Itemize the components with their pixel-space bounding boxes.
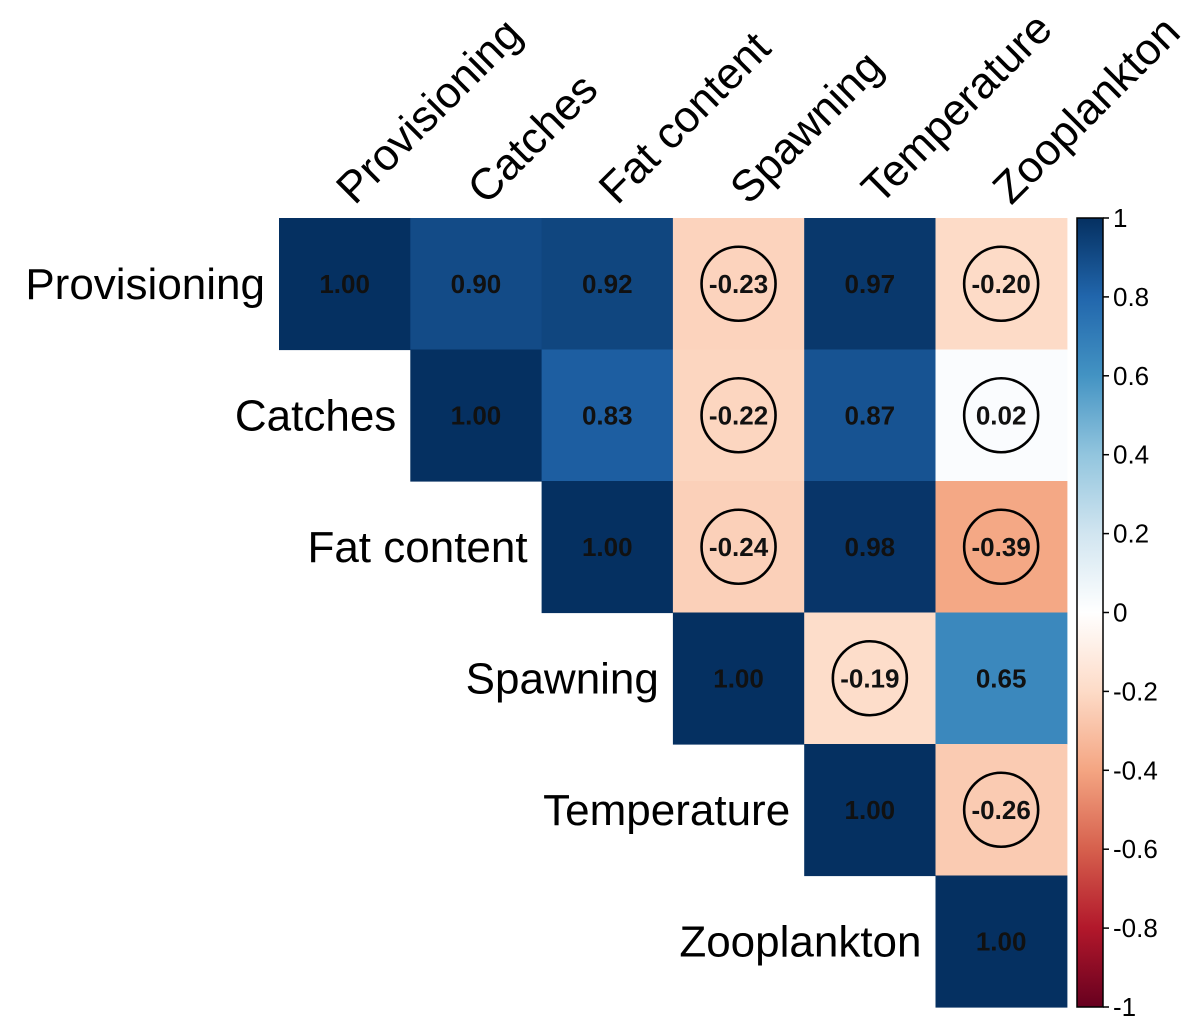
row-label-provisioning: Provisioning: [25, 260, 265, 309]
cell-spawning-spawning: [672, 612, 805, 745]
value-label-catches-temperature: 0.87: [845, 400, 896, 430]
cell-spawning-temperature: [804, 612, 937, 745]
row-label-zooplankton: Zooplankton: [679, 917, 921, 966]
value-label-catches-zooplankton: 0.02: [976, 400, 1027, 430]
value-label-provisioning-zooplankton: -0.20: [972, 269, 1031, 299]
cell-catches-temperature: [804, 349, 937, 482]
row-label-catches: Catches: [235, 391, 396, 440]
colorbar-gradient: [1076, 217, 1104, 1008]
colorbar-tick-label: -0.2: [1113, 676, 1158, 706]
value-label-fat-content-temperature: 0.98: [845, 532, 896, 562]
cell-fat-content-spawning: [672, 481, 805, 614]
colorbar: 1 0.8 0.6 0.4 0.2 0 -0.2 -0.4 -0.6 -0.8 -1: [1076, 203, 1158, 1022]
value-label-zooplankton-zooplankton: 1.00: [976, 926, 1027, 956]
cell-temperature-zooplankton: [935, 744, 1068, 877]
colorbar-tick-label: -0.8: [1113, 913, 1158, 943]
value-label-spawning-zooplankton: 0.65: [976, 663, 1027, 693]
colorbar-tick-label: 0.2: [1113, 519, 1149, 549]
value-label-catches-spawning: -0.22: [709, 400, 768, 430]
cell-temperature-temperature: [804, 744, 937, 877]
cell-catches-fat-content: [541, 349, 674, 482]
colorbar-tick-label: -1: [1113, 992, 1136, 1022]
cell-catches-spawning: [672, 349, 805, 482]
row-labels: Provisioning Catches Fat content Spawning Te…: [25, 260, 921, 967]
cell-provisioning-provisioning: [279, 218, 411, 351]
cell-provisioning-spawning: [672, 218, 805, 351]
colorbar-tick-label: -0.4: [1113, 755, 1158, 785]
circle-marker-fat-content-zooplankton: [962, 508, 1040, 586]
cell-provisioning-zooplankton: [935, 218, 1068, 351]
value-label-catches-fat-content: 0.83: [582, 400, 633, 430]
value-label-fat-content-zooplankton: -0.39: [972, 532, 1031, 562]
value-label-temperature-zooplankton: -0.26: [972, 795, 1031, 825]
value-label-fat-content-fat-content: 1.00: [582, 532, 633, 562]
colorbar-tick-label: 0.4: [1113, 440, 1149, 470]
heatmap-cells: 1.00 0.90 0.92 -0.23 0.97 -0.20 1.00 0.83 -0.22 0…: [279, 218, 1068, 1008]
cell-fat-content-temperature: [804, 481, 937, 614]
cell-provisioning-catches: [410, 218, 543, 351]
cell-provisioning-fat-content: [541, 218, 674, 351]
colorbar-tick-label: 0.6: [1113, 361, 1149, 391]
row-label-spawning: Spawning: [466, 654, 659, 703]
cell-zooplankton-zooplankton: [935, 875, 1068, 1008]
circle-marker-fat-content-spawning: [700, 508, 777, 586]
circle-marker-temperature-zooplankton: [962, 771, 1040, 849]
cell-catches-zooplankton: [935, 349, 1068, 482]
value-label-provisioning-catches: 0.90: [451, 269, 502, 299]
value-label-fat-content-spawning: -0.24: [709, 532, 769, 562]
value-label-provisioning-fat-content: 0.92: [582, 269, 633, 299]
circle-marker-provisioning-zooplankton: [962, 245, 1040, 323]
colorbar-tick-label: 0: [1113, 598, 1127, 628]
colorbar-tick-label: -0.6: [1113, 834, 1158, 864]
value-label-spawning-spawning: 1.00: [713, 663, 764, 693]
value-label-provisioning-provisioning: 1.00: [319, 269, 370, 299]
value-label-provisioning-spawning: -0.23: [709, 269, 768, 299]
row-label-temperature: Temperature: [543, 786, 790, 835]
cell-provisioning-temperature: [804, 218, 937, 351]
cell-catches-catches: [410, 349, 543, 482]
value-label-provisioning-temperature: 0.97: [845, 269, 896, 299]
cell-spawning-zooplankton: [935, 612, 1068, 745]
circle-marker-provisioning-spawning: [700, 245, 777, 323]
cell-fat-content-fat-content: [541, 481, 674, 614]
row-label-fat-content: Fat content: [307, 523, 527, 572]
value-label-spawning-temperature: -0.19: [840, 663, 899, 693]
cell-fat-content-zooplankton: [935, 481, 1068, 614]
colorbar-tick-label: 1: [1113, 203, 1127, 233]
circle-marker-catches-zooplankton: [962, 376, 1040, 454]
circle-marker-spawning-temperature: [831, 639, 909, 717]
circle-marker-catches-spawning: [700, 376, 777, 454]
colorbar-tick-label: 0.8: [1113, 282, 1149, 312]
value-label-catches-catches: 1.00: [451, 400, 502, 430]
value-label-temperature-temperature: 1.00: [845, 795, 896, 825]
